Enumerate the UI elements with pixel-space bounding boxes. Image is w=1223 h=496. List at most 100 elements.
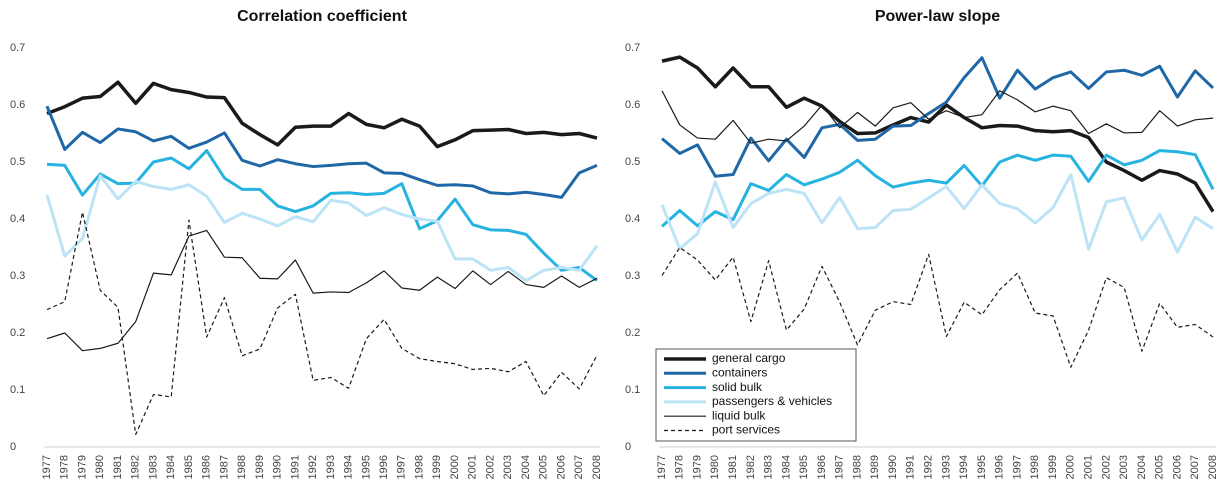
x-tick-label: 1993 (940, 455, 952, 479)
x-tick-label: 1996 (994, 455, 1006, 479)
series-line (45, 105, 598, 199)
x-tick-label: 2000 (1065, 455, 1077, 479)
x-tick-label: 1998 (1029, 455, 1041, 479)
x-tick-label: 2006 (1171, 455, 1183, 479)
x-tick-label: 1982 (745, 455, 757, 479)
x-tick-label: 2001 (1082, 455, 1094, 479)
series-line (661, 90, 1214, 144)
x-tick-label: 1981 (112, 455, 124, 479)
chart-title: Power-law slope (875, 8, 1000, 25)
y-tick-label: 0.6 (625, 99, 640, 111)
x-tick-label: 1991 (289, 455, 301, 479)
x-tick-label: 1999 (1047, 455, 1059, 479)
x-tick-label: 1978 (59, 455, 71, 479)
x-tick-label: 1983 (763, 455, 775, 479)
series-line (660, 149, 1215, 228)
y-tick-label: 0.1 (10, 384, 25, 396)
x-tick-label: 2007 (1189, 455, 1201, 479)
x-tick-label: 1992 (923, 455, 935, 479)
legend-box (655, 348, 857, 442)
x-tick-label: 2006 (555, 455, 567, 479)
legend-label: port services (712, 423, 780, 437)
x-tick-label: 1978 (674, 455, 686, 479)
x-tick-label: 1995 (360, 455, 372, 479)
x-tick-label: 1989 (254, 455, 266, 479)
y-tick-label: 0.4 (10, 213, 25, 225)
x-tick-label: 2008 (1207, 455, 1219, 479)
y-tick-label: 0.2 (625, 327, 640, 339)
x-tick-label: 1991 (905, 455, 917, 479)
y-tick-label: 0.1 (625, 384, 640, 396)
series-line (661, 55, 1215, 213)
y-tick-label: 0 (625, 441, 631, 453)
x-tick-label: 1986 (201, 455, 213, 479)
x-tick-label: 1988 (851, 455, 863, 479)
x-tick-label: 1981 (727, 455, 739, 479)
x-tick-label: 1997 (1011, 455, 1023, 479)
x-tick-label: 1979 (691, 455, 703, 479)
x-tick-label: 1980 (94, 455, 106, 479)
series-line (661, 246, 1214, 368)
x-tick-label: 1985 (798, 455, 810, 479)
x-tick-label: 1986 (816, 455, 828, 479)
x-tick-label: 2008 (591, 455, 603, 479)
x-tick-label: 2001 (467, 455, 479, 479)
x-tick-label: 1999 (431, 455, 443, 479)
series-line (46, 211, 598, 436)
x-tick-label: 2005 (538, 455, 550, 479)
series-line (46, 149, 598, 282)
y-tick-label: 0.2 (10, 327, 25, 339)
x-tick-label: 2002 (1100, 455, 1112, 479)
series-line (46, 80, 598, 149)
y-tick-label: 0.7 (625, 42, 640, 54)
y-tick-label: 0.5 (10, 156, 25, 168)
y-tick-label: 0 (10, 441, 16, 453)
x-tick-label: 1984 (165, 455, 177, 479)
x-tick-label: 2000 (449, 455, 461, 479)
x-tick-label: 1998 (413, 455, 425, 479)
x-tick-label: 1987 (218, 455, 230, 479)
x-tick-label: 1994 (958, 455, 970, 479)
x-tick-label: 2003 (502, 455, 514, 479)
x-tick-label: 2004 (1136, 455, 1148, 479)
x-tick-label: 2004 (520, 455, 532, 479)
x-tick-label: 1988 (236, 455, 248, 479)
x-tick-label: 1980 (709, 455, 721, 479)
y-tick-label: 0.6 (10, 99, 25, 111)
x-tick-label: 1979 (76, 455, 88, 479)
chart-title: Correlation coefficient (237, 8, 407, 25)
x-tick-label: 1995 (976, 455, 988, 479)
y-tick-label: 0.7 (10, 42, 25, 54)
series-line (661, 56, 1215, 178)
x-tick-label: 2003 (1118, 455, 1130, 479)
series-line (45, 174, 599, 283)
x-tick-label: 1993 (325, 455, 337, 479)
x-tick-label: 1997 (396, 455, 408, 479)
x-tick-label: 1983 (147, 455, 159, 479)
x-tick-label: 1989 (869, 455, 881, 479)
x-tick-label: 1994 (343, 455, 355, 479)
x-tick-label: 1992 (307, 455, 319, 479)
x-tick-label: 1977 (656, 455, 668, 479)
x-tick-label: 1982 (130, 455, 142, 479)
x-tick-label: 1990 (887, 455, 899, 479)
legend-label: passengers & vehicles (712, 394, 832, 408)
x-tick-label: 2005 (1154, 455, 1166, 479)
x-tick-label: 2007 (573, 455, 585, 479)
x-tick-label: 1985 (183, 455, 195, 479)
x-tick-label: 2002 (484, 455, 496, 479)
legend-label: liquid bulk (712, 408, 766, 422)
series-line (46, 229, 598, 352)
series-line (660, 173, 1214, 254)
y-tick-label: 0.4 (625, 213, 640, 225)
x-tick-label: 1984 (780, 455, 792, 479)
legend-label: containers (712, 365, 767, 379)
legend-label: solid bulk (712, 380, 763, 394)
x-tick-label: 1977 (41, 455, 53, 479)
x-tick-label: 1996 (378, 455, 390, 479)
y-tick-label: 0.3 (10, 270, 25, 282)
y-tick-label: 0.5 (625, 156, 640, 168)
y-tick-label: 0.3 (625, 270, 640, 282)
x-tick-label: 1987 (834, 455, 846, 479)
